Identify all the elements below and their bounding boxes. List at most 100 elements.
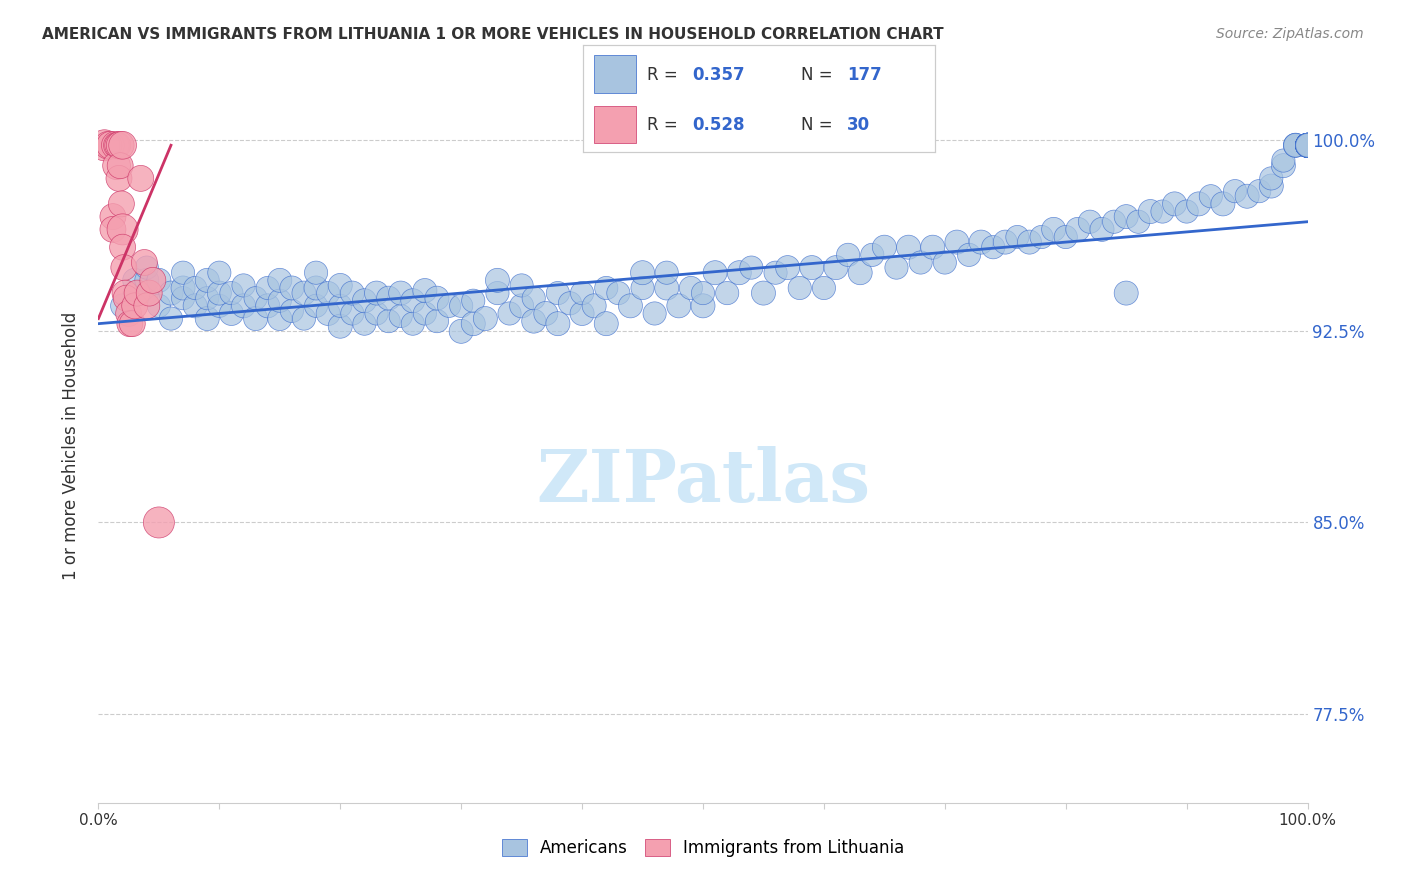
Point [474, 311, 496, 326]
Point [115, 291, 138, 305]
Point [571, 286, 593, 301]
Point [172, 291, 194, 305]
Point [558, 296, 581, 310]
Point [1296, 138, 1319, 153]
Text: Source: ZipAtlas.com: Source: ZipAtlas.com [1216, 27, 1364, 41]
Point [1007, 230, 1029, 244]
Point [129, 171, 152, 186]
Point [1296, 138, 1319, 153]
Point [208, 299, 231, 313]
Point [195, 311, 218, 326]
Point [93, 138, 115, 153]
Point [107, 138, 129, 153]
Point [108, 138, 131, 153]
Legend: Americans, Immigrants from Lithuania: Americans, Immigrants from Lithuania [494, 831, 912, 866]
Point [1296, 138, 1319, 153]
Point [1296, 138, 1319, 153]
Point [1296, 138, 1319, 153]
Point [377, 291, 399, 305]
Point [486, 286, 509, 301]
Text: 0.357: 0.357 [693, 66, 745, 84]
Point [112, 260, 135, 275]
Point [127, 286, 149, 301]
Point [607, 286, 630, 301]
Point [1175, 204, 1198, 219]
Text: AMERICAN VS IMMIGRANTS FROM LITHUANIA 1 OR MORE VEHICLES IN HOUSEHOLD CORRELATIO: AMERICAN VS IMMIGRANTS FROM LITHUANIA 1 … [42, 27, 943, 42]
Point [486, 273, 509, 287]
Point [111, 299, 134, 313]
Point [124, 273, 146, 287]
Point [221, 286, 243, 301]
Point [547, 286, 569, 301]
Point [208, 266, 231, 280]
Point [195, 291, 218, 305]
Point [994, 235, 1017, 249]
Text: N =: N = [801, 116, 838, 134]
Point [135, 286, 157, 301]
Point [631, 281, 654, 295]
Point [463, 293, 485, 308]
Point [1296, 138, 1319, 153]
Point [679, 281, 702, 295]
Point [232, 299, 254, 313]
Point [256, 281, 278, 295]
Point [1054, 230, 1077, 244]
Point [292, 311, 315, 326]
Point [389, 309, 412, 323]
Point [655, 281, 678, 295]
Point [534, 306, 557, 320]
Point [245, 291, 267, 305]
Point [873, 240, 896, 254]
Text: R =: R = [647, 116, 683, 134]
Point [111, 240, 134, 254]
Point [135, 273, 157, 287]
Point [104, 138, 127, 153]
Point [148, 516, 170, 530]
Point [366, 306, 388, 320]
Point [305, 266, 328, 280]
Point [105, 138, 128, 153]
Point [329, 319, 352, 334]
Point [1296, 138, 1319, 153]
Text: N =: N = [801, 66, 838, 84]
Point [1296, 138, 1319, 153]
Point [1296, 138, 1319, 153]
Bar [593, 55, 636, 93]
Point [134, 255, 156, 269]
Point [595, 317, 617, 331]
Point [510, 299, 533, 313]
Y-axis label: 1 or more Vehicles in Household: 1 or more Vehicles in Household [62, 312, 80, 580]
Point [1296, 138, 1319, 153]
Point [1260, 179, 1282, 194]
Point [105, 159, 128, 173]
Point [1249, 184, 1271, 198]
Point [110, 197, 132, 211]
Point [1296, 138, 1319, 153]
Point [329, 278, 352, 293]
Text: 177: 177 [846, 66, 882, 84]
Point [849, 266, 872, 280]
Point [148, 273, 170, 287]
Point [413, 284, 436, 298]
Point [142, 273, 165, 287]
Point [1296, 138, 1319, 153]
Point [523, 291, 546, 305]
Point [118, 317, 141, 331]
Point [1296, 138, 1319, 153]
Point [631, 266, 654, 280]
Point [426, 291, 449, 305]
Point [644, 306, 666, 320]
Point [776, 260, 799, 275]
Point [97, 138, 120, 153]
Point [366, 286, 388, 301]
Point [256, 299, 278, 313]
Point [897, 240, 920, 254]
Point [1296, 138, 1319, 153]
Point [135, 260, 157, 275]
Point [1223, 184, 1246, 198]
Point [281, 281, 304, 295]
Point [1163, 197, 1185, 211]
Point [800, 260, 823, 275]
Point [692, 286, 714, 301]
Point [269, 311, 291, 326]
